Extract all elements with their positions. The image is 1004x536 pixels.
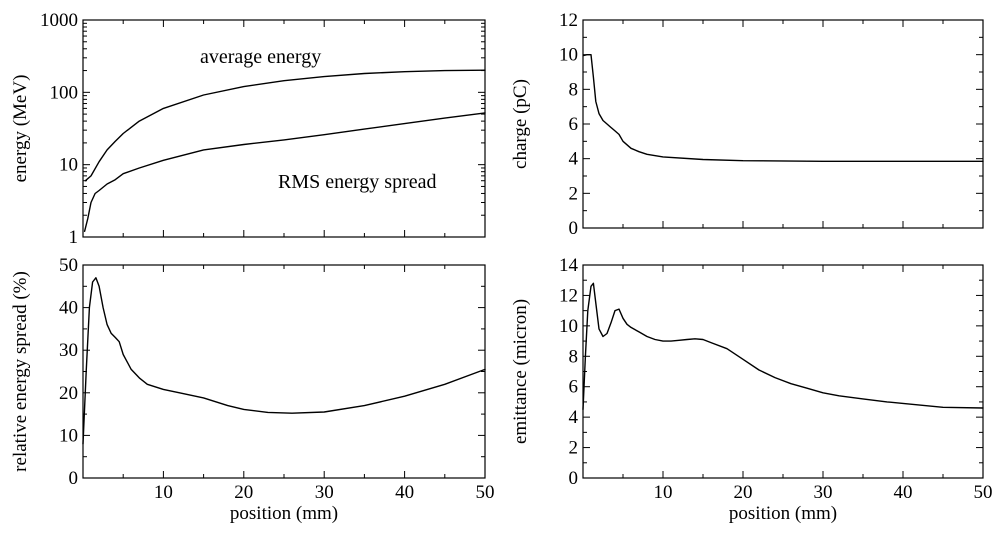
x-tick-label: 10 xyxy=(154,482,173,503)
y-tick-label: 0 xyxy=(69,468,79,489)
x-tick-label: 30 xyxy=(315,482,334,503)
y-axis-label: charge (pC) xyxy=(510,79,531,169)
y-tick-label: 2 xyxy=(569,438,579,459)
series-line-rms-energy-spread xyxy=(83,112,486,232)
y-tick-label: 40 xyxy=(59,298,78,319)
y-tick-label: 10 xyxy=(559,316,578,337)
panel-top-right: 0 2 4 6 8 10 12 charge (pC) xyxy=(510,10,984,239)
annotation-average-energy: average energy xyxy=(200,46,321,68)
y-tick-label: 8 xyxy=(569,346,579,367)
y-tick-label: 4 xyxy=(569,407,579,428)
plot-frame xyxy=(582,19,984,229)
series-line xyxy=(582,282,984,411)
panel-bottom-right: 10 20 30 40 50 0 2 4 6 8 10 12 14 emittance (micron) p… xyxy=(510,255,993,524)
y-tick-label: 20 xyxy=(59,383,78,404)
x-tick-label: 30 xyxy=(814,482,833,503)
y-tick-label: 100 xyxy=(50,82,79,103)
x-axis-label: position (mm) xyxy=(230,503,338,524)
x-tick-label: 40 xyxy=(395,482,414,503)
y-axis-label: emittance (micron) xyxy=(510,299,531,444)
y-tick-label: 1 xyxy=(69,227,79,248)
series-line-average-energy xyxy=(84,69,486,182)
annotation-rms-energy-spread: RMS energy spread xyxy=(278,171,437,193)
plot-frame xyxy=(582,264,984,479)
x-tick-label: 50 xyxy=(974,482,993,503)
x-tick-label: 10 xyxy=(654,482,673,503)
series-line xyxy=(82,277,486,445)
y-tick-label: 6 xyxy=(569,114,579,135)
y-axis-label: energy (MeV) xyxy=(10,75,31,183)
plot-frame xyxy=(82,264,486,479)
y-tick-label: 10 xyxy=(59,155,78,176)
y-tick-label: 0 xyxy=(569,218,579,239)
x-tick-label: 20 xyxy=(734,482,753,503)
y-axis-label: relative energy spread (%) xyxy=(10,271,31,472)
x-tick-label: 20 xyxy=(234,482,253,503)
y-tick-label: 10 xyxy=(559,45,578,66)
x-tick-label: 50 xyxy=(476,482,495,503)
y-tick-label: 4 xyxy=(569,149,579,170)
y-tick-label: 10 xyxy=(59,425,78,446)
y-tick-label: 1000 xyxy=(40,10,78,31)
panel-top-left: 1 10 100 1000 energy (MeV) average energy RMS … xyxy=(10,10,486,248)
y-tick-label: 6 xyxy=(569,377,579,398)
x-tick-label: 40 xyxy=(894,482,913,503)
y-tick-label: 12 xyxy=(559,10,578,31)
x-axis-label: position (mm) xyxy=(729,503,837,524)
series-line xyxy=(583,54,984,162)
y-tick-label: 50 xyxy=(59,255,78,276)
y-tick-label: 30 xyxy=(59,340,78,361)
y-tick-label: 0 xyxy=(569,468,579,489)
y-tick-label: 12 xyxy=(559,285,578,306)
y-tick-label: 8 xyxy=(569,79,579,100)
panel-bottom-left: 10 20 30 40 50 0 10 20 30 40 50 relative energy spr… xyxy=(10,255,495,524)
y-tick-label: 14 xyxy=(559,255,579,276)
y-tick-label: 2 xyxy=(569,183,579,204)
